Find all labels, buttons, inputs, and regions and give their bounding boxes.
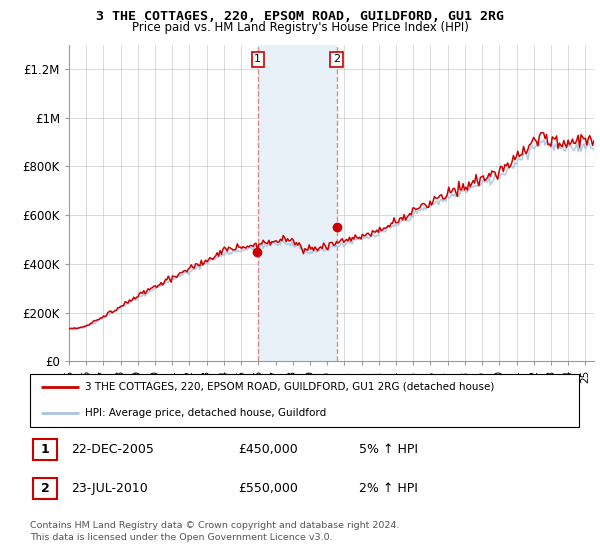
Text: £550,000: £550,000 [239,482,298,495]
Text: £450,000: £450,000 [239,443,298,456]
Bar [33,439,58,460]
Text: 2: 2 [41,482,49,495]
Text: 3 THE COTTAGES, 220, EPSOM ROAD, GUILDFORD, GU1 2RG: 3 THE COTTAGES, 220, EPSOM ROAD, GUILDFO… [96,10,504,23]
Text: Price paid vs. HM Land Registry's House Price Index (HPI): Price paid vs. HM Land Registry's House … [131,21,469,34]
Text: 5% ↑ HPI: 5% ↑ HPI [359,443,418,456]
Text: 1: 1 [41,443,49,456]
Text: 2: 2 [333,54,340,64]
Text: 22-DEC-2005: 22-DEC-2005 [71,443,154,456]
Text: 2% ↑ HPI: 2% ↑ HPI [359,482,418,495]
Bar [33,478,58,499]
Text: 23-JUL-2010: 23-JUL-2010 [71,482,148,495]
Text: 3 THE COTTAGES, 220, EPSOM ROAD, GUILDFORD, GU1 2RG (detached house): 3 THE COTTAGES, 220, EPSOM ROAD, GUILDFO… [85,382,494,392]
Text: Contains HM Land Registry data © Crown copyright and database right 2024.
This d: Contains HM Land Registry data © Crown c… [30,521,400,542]
Bar [258,45,337,361]
Text: 1: 1 [254,54,262,64]
Text: HPI: Average price, detached house, Guildford: HPI: Average price, detached house, Guil… [85,408,326,418]
